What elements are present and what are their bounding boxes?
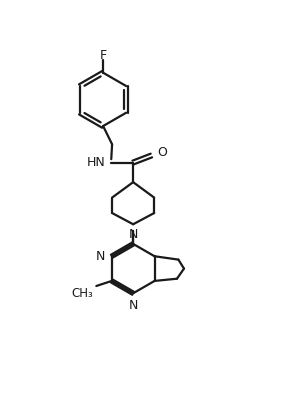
Text: N: N	[129, 299, 138, 312]
Text: N: N	[95, 250, 105, 263]
Text: HN: HN	[87, 156, 106, 169]
Text: F: F	[100, 49, 107, 62]
Text: O: O	[158, 146, 168, 159]
Text: CH₃: CH₃	[71, 287, 93, 300]
Text: N: N	[129, 228, 138, 241]
